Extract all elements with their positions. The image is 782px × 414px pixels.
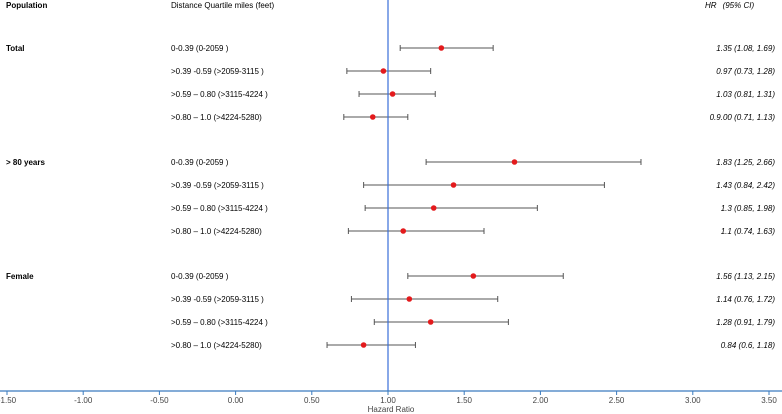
x-axis-label: Hazard Ratio: [368, 405, 415, 414]
x-axis-ticks: -1.50 -1.00 -0.50 0.00 0.50 1.00 1.50 2.00 2.50 3…: [0, 391, 777, 405]
hr-ci-text: 1.14 (0.76, 1.72): [716, 295, 775, 304]
row-label: >0.80 – 1.0 (>4224-5280): [171, 227, 262, 236]
row-label: >0.80 – 1.0 (>4224-5280): [171, 113, 262, 122]
hr-ci-text: 0.97 (0.73, 1.28): [716, 67, 775, 76]
row-label: >0.59 – 0.80 (>3115-4224 ): [171, 204, 268, 213]
hr-point: [511, 159, 518, 165]
row-label: >0.80 – 1.0 (>4224-5280): [171, 341, 262, 350]
hr-point: [430, 205, 437, 211]
hr-point: [360, 342, 367, 348]
header-hr-ci: HR (95% CI): [705, 1, 754, 10]
hr-point: [369, 114, 376, 120]
x-tick-label: 2.00: [533, 396, 549, 405]
header-hr: HR: [705, 1, 717, 10]
row-label: >0.39 -0.59 (>2059-3115 ): [171, 181, 264, 190]
hr-ci-text: 1.03 (0.81, 1.31): [716, 90, 775, 99]
hr-ci-text: 0.84 (0.6, 1.18): [721, 341, 776, 350]
hr-ci-text: 1.43 (0.84, 2.42): [716, 181, 775, 190]
x-tick-label: -1.50: [0, 396, 17, 405]
group-label: Total: [6, 44, 25, 53]
hr-point: [438, 45, 445, 51]
hr-point: [470, 273, 477, 279]
hr-ci-text: 0.9.00 (0.71, 1.13): [710, 113, 776, 122]
hr-point: [450, 182, 457, 188]
x-tick-label: 0.00: [228, 396, 244, 405]
hr-ci-text: 1.3 (0.85, 1.98): [721, 204, 776, 213]
x-tick-label: -1.00: [74, 396, 93, 405]
header-ci: (95% CI): [723, 1, 755, 10]
row-label: 0-0.39 (0-2059 ): [171, 158, 229, 167]
row-label: >0.59 – 0.80 (>3115-4224 ): [171, 318, 268, 327]
hr-ci-text: 1.35 (1.08, 1.69): [716, 44, 775, 53]
hr-ci-text: 1.83 (1.25, 2.66): [716, 158, 775, 167]
x-tick-label: -0.50: [150, 396, 169, 405]
group-label: Female: [6, 272, 34, 281]
hr-point: [400, 228, 407, 234]
x-tick-label: 2.50: [609, 396, 625, 405]
row-label: 0-0.39 (0-2059 ): [171, 272, 229, 281]
row-label: >0.39 -0.59 (>2059-3115 ): [171, 295, 264, 304]
hr-point: [380, 68, 387, 74]
x-tick-label: 3.00: [685, 396, 701, 405]
hr-point: [389, 91, 396, 97]
forest-rows: Total 0-0.39 (0-2059 ) 1.35 (1.08, 1.69) >0…: [6, 44, 775, 350]
group-label: > 80 years: [6, 158, 45, 167]
hr-point: [406, 296, 413, 302]
row-label: >0.39 -0.59 (>2059-3115 ): [171, 67, 264, 76]
header-population: Population: [6, 1, 47, 10]
hr-ci-text: 1.28 (0.91, 1.79): [716, 318, 775, 327]
x-tick-label: 3.50: [761, 396, 777, 405]
x-tick-label: 1.00: [380, 396, 396, 405]
header-distance: Distance Quartile miles (feet): [171, 1, 274, 10]
row-label: >0.59 – 0.80 (>3115-4224 ): [171, 90, 268, 99]
x-tick-label: 0.50: [304, 396, 320, 405]
hr-ci-text: 1.56 (1.13, 2.15): [716, 272, 775, 281]
hr-point: [427, 319, 434, 325]
hr-ci-text: 1.1 (0.74, 1.63): [721, 227, 776, 236]
row-label: 0-0.39 (0-2059 ): [171, 44, 229, 53]
x-tick-label: 1.50: [456, 396, 472, 405]
